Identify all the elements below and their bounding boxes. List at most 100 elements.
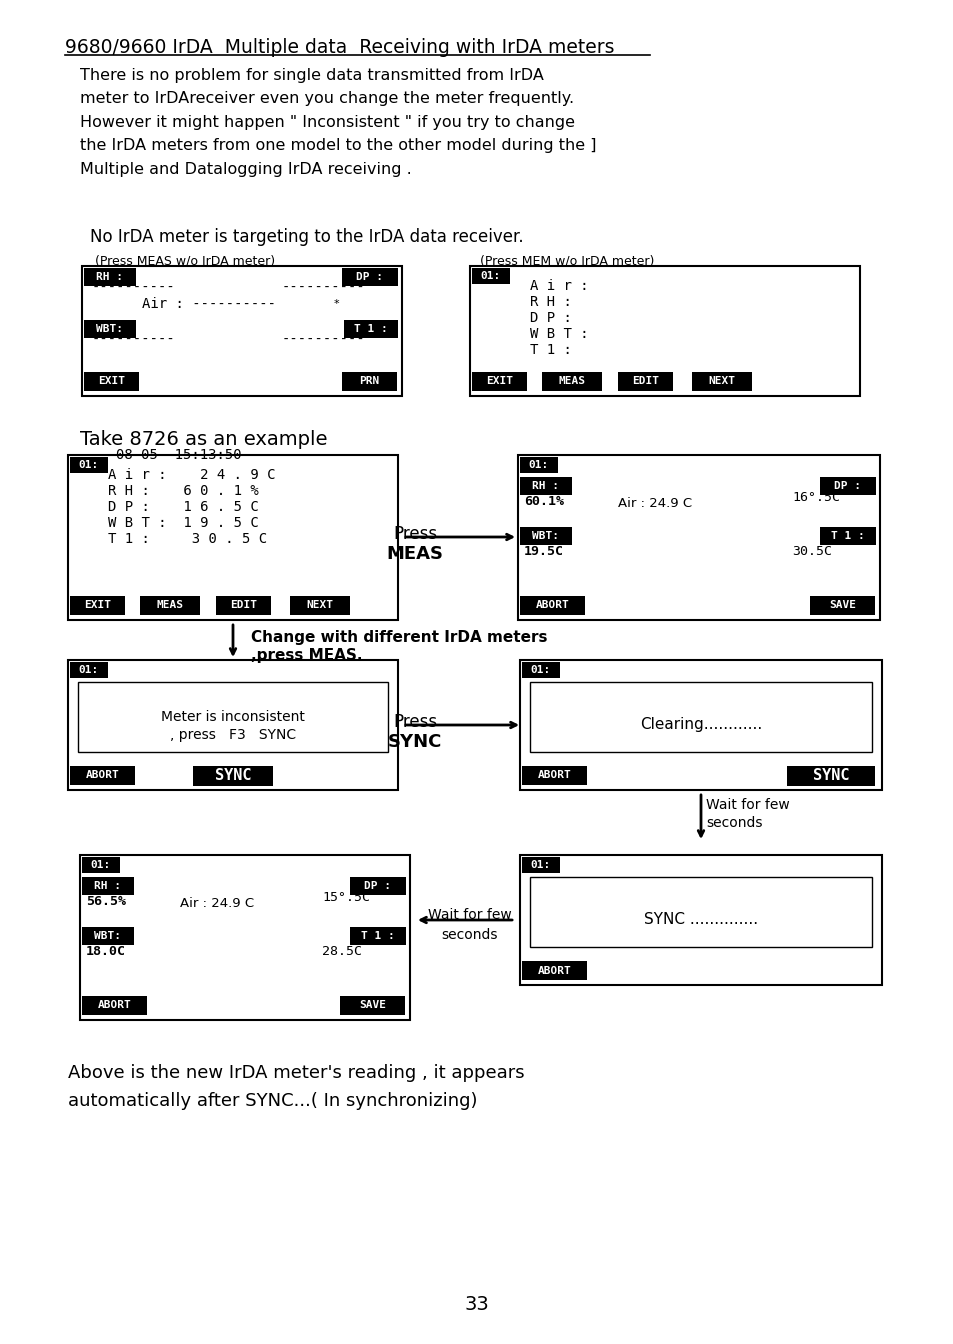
- Text: RH :: RH :: [96, 271, 123, 282]
- Text: D P :: D P :: [530, 310, 571, 325]
- Text: 01:: 01:: [91, 860, 111, 870]
- Text: ABORT: ABORT: [86, 770, 119, 781]
- Text: ABORT: ABORT: [535, 601, 569, 610]
- Text: W B T :: W B T :: [530, 327, 588, 341]
- Bar: [519, 660, 882, 790]
- Text: 18.0C: 18.0C: [86, 945, 126, 958]
- Bar: [70, 457, 108, 473]
- Bar: [84, 372, 139, 391]
- Text: 33: 33: [464, 1296, 489, 1314]
- Text: SYNC: SYNC: [214, 769, 251, 784]
- Text: SAVE: SAVE: [828, 601, 855, 610]
- Text: No IrDA meter is targeting to the IrDA data receiver.: No IrDA meter is targeting to the IrDA d…: [90, 228, 523, 246]
- Bar: [350, 927, 406, 945]
- Bar: [82, 927, 133, 945]
- Text: 56.5%: 56.5%: [86, 895, 126, 909]
- Text: R H :    6 0 . 1 %: R H : 6 0 . 1 %: [108, 484, 258, 499]
- Bar: [193, 766, 273, 786]
- Bar: [70, 663, 108, 677]
- Text: seconds: seconds: [441, 927, 497, 942]
- Text: Wait for few: Wait for few: [705, 798, 789, 812]
- Text: ----------: ----------: [282, 281, 365, 294]
- Text: Press: Press: [393, 714, 436, 731]
- Text: 01:: 01:: [530, 665, 551, 675]
- Bar: [519, 477, 572, 495]
- Bar: [341, 372, 396, 391]
- Text: WBT:: WBT:: [532, 531, 558, 542]
- Bar: [84, 267, 136, 286]
- Text: SYNC ..............: SYNC ..............: [643, 913, 758, 927]
- Text: 08-05  15:13:50: 08-05 15:13:50: [116, 448, 241, 462]
- Text: 30.5C: 30.5C: [791, 546, 831, 558]
- Text: R H :: R H :: [530, 294, 571, 309]
- Bar: [786, 766, 874, 786]
- Text: Air : 24.9 C: Air : 24.9 C: [180, 896, 253, 910]
- Bar: [82, 857, 120, 874]
- Text: DP :: DP :: [356, 271, 383, 282]
- Bar: [215, 595, 271, 616]
- Bar: [470, 266, 859, 396]
- Bar: [691, 372, 751, 391]
- Bar: [519, 527, 572, 546]
- Bar: [82, 996, 147, 1015]
- Text: (Press MEAS w/o IrDA meter): (Press MEAS w/o IrDA meter): [95, 254, 274, 267]
- Text: Press: Press: [393, 526, 436, 543]
- Text: There is no problem for single data transmitted from IrDA
meter to IrDAreceiver : There is no problem for single data tran…: [80, 69, 596, 176]
- Bar: [84, 320, 136, 337]
- Text: MEAS: MEAS: [156, 601, 183, 610]
- Text: T 1 :: T 1 :: [354, 324, 388, 335]
- Text: RH :: RH :: [532, 481, 558, 491]
- Bar: [472, 372, 526, 391]
- Bar: [70, 595, 125, 616]
- Bar: [519, 595, 584, 616]
- Text: Wait for few: Wait for few: [428, 909, 512, 922]
- Text: MEAS: MEAS: [386, 546, 443, 563]
- Text: W B T :  1 9 . 5 C: W B T : 1 9 . 5 C: [108, 516, 258, 530]
- Text: T 1 :: T 1 :: [530, 343, 571, 358]
- Text: ABORT: ABORT: [97, 1000, 132, 1011]
- Bar: [472, 267, 510, 284]
- Text: 9680/9660 IrDA  Multiple data  Receiving with IrDA meters: 9680/9660 IrDA Multiple data Receiving w…: [65, 38, 614, 56]
- Text: 16°.5C: 16°.5C: [791, 491, 840, 504]
- Bar: [80, 855, 410, 1020]
- Text: ----------: ----------: [282, 333, 365, 347]
- Text: RH :: RH :: [94, 882, 121, 891]
- Bar: [530, 878, 871, 948]
- Bar: [341, 267, 397, 286]
- Text: NEXT: NEXT: [708, 376, 735, 387]
- Text: EDIT: EDIT: [631, 376, 659, 387]
- Text: A i r :: A i r :: [530, 280, 588, 293]
- Bar: [344, 320, 397, 337]
- Text: , press   F3   SYNC: , press F3 SYNC: [170, 728, 295, 742]
- Text: DP :: DP :: [364, 882, 391, 891]
- Text: 60.1%: 60.1%: [523, 495, 563, 508]
- Text: ----------: ----------: [91, 281, 175, 294]
- Text: NEXT: NEXT: [306, 601, 334, 610]
- Text: SYNC: SYNC: [388, 732, 442, 751]
- Bar: [68, 660, 397, 790]
- Text: EXIT: EXIT: [485, 376, 513, 387]
- Text: (Press MEM w/o IrDA meter): (Press MEM w/o IrDA meter): [479, 254, 654, 267]
- Bar: [78, 681, 388, 753]
- Text: Air : ----------: Air : ----------: [142, 297, 275, 310]
- Text: PRN: PRN: [359, 376, 379, 387]
- Bar: [70, 766, 135, 785]
- Text: 15°.5C: 15°.5C: [322, 891, 370, 905]
- Text: T 1 :     3 0 . 5 C: T 1 : 3 0 . 5 C: [108, 532, 267, 546]
- Text: 19.5C: 19.5C: [523, 546, 563, 558]
- Bar: [521, 663, 559, 677]
- Text: T 1 :: T 1 :: [361, 931, 395, 941]
- Bar: [519, 855, 882, 985]
- Bar: [809, 595, 874, 616]
- Text: Take 8726 as an example: Take 8726 as an example: [80, 430, 327, 449]
- Text: 01:: 01:: [530, 860, 551, 870]
- Text: EXIT: EXIT: [98, 376, 125, 387]
- Text: SYNC: SYNC: [812, 769, 848, 784]
- Text: WBT:: WBT:: [96, 324, 123, 335]
- Text: EXIT: EXIT: [84, 601, 111, 610]
- Text: MEAS: MEAS: [558, 376, 585, 387]
- Bar: [530, 681, 871, 753]
- Bar: [618, 372, 672, 391]
- Text: Above is the new IrDA meter's reading , it appears
automatically after SYNC...( : Above is the new IrDA meter's reading , …: [68, 1064, 524, 1110]
- Text: ,press MEAS.: ,press MEAS.: [251, 648, 362, 663]
